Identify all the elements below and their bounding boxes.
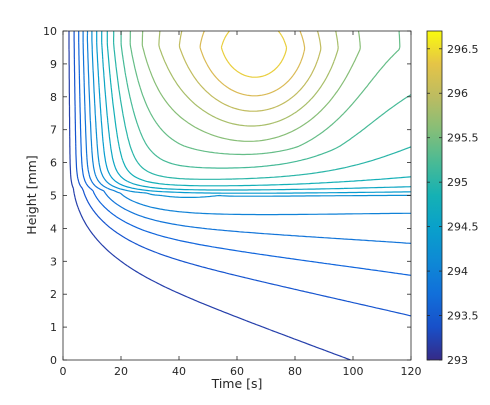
- contour-level-13: [158, 31, 339, 127]
- contour-level-4: [86, 31, 411, 216]
- y-tick-label: 4: [50, 222, 57, 235]
- contour-level-7: [101, 31, 411, 191]
- contour-level-11: [129, 31, 401, 156]
- contour-level-2: [78, 31, 411, 276]
- colorbar-tick-label: 295.5: [447, 132, 479, 145]
- contour-level-1: [73, 31, 411, 317]
- colorbar-tick-label: 293: [447, 354, 468, 367]
- colorbar: [426, 30, 443, 361]
- contour-level-12: [141, 31, 361, 142]
- contour-level-5: [91, 31, 411, 198]
- contour-level-9: [113, 31, 411, 180]
- contour-level-14: [178, 31, 322, 112]
- x-tick-label: 120: [401, 365, 422, 378]
- contour-level-6: [96, 31, 411, 194]
- y-tick-label: 9: [50, 58, 57, 71]
- x-tick-label: 100: [343, 365, 364, 378]
- y-tick-label: 8: [50, 91, 57, 104]
- colorbar-tick-label: 296.5: [447, 43, 479, 56]
- y-tick-label: 3: [50, 255, 57, 268]
- y-tick-label: 0: [50, 354, 57, 367]
- contour-lines: [68, 31, 411, 360]
- colorbar-tick-label: 293.5: [447, 310, 479, 323]
- y-tick-label: 6: [50, 157, 57, 170]
- x-tick-label: 20: [114, 365, 128, 378]
- x-tick-label: 60: [230, 365, 244, 378]
- y-tick-label: 1: [50, 321, 57, 334]
- colorbar-tick-label: 294: [447, 265, 468, 278]
- y-tick-label: 2: [50, 288, 57, 301]
- x-tick-label: 80: [288, 365, 302, 378]
- y-tick-label: 5: [50, 190, 57, 203]
- contour-level-0: [68, 31, 351, 360]
- colorbar-ticks: 293 293.5 294 294.5 295 295.5 296 296.5: [427, 43, 479, 367]
- y-tick-label: 7: [50, 124, 57, 137]
- contour-level-8: [106, 31, 411, 187]
- y-axis-ticks: 0 1 2 3 4 5 6 7 8 9 10: [43, 25, 411, 367]
- x-axis-ticks: 0 20 40 60 80 100 120: [60, 31, 422, 378]
- y-axis-label: Height [mm]: [24, 155, 39, 234]
- colorbar-tick-label: 295: [447, 176, 468, 189]
- contour-level-15: [199, 31, 306, 97]
- colorbar-tick-label: 294.5: [447, 221, 479, 234]
- contour-level-16: [220, 31, 288, 78]
- contour-level-3: [82, 31, 411, 244]
- colorbar-tick-label: 296: [447, 87, 468, 100]
- x-tick-label: 40: [172, 365, 186, 378]
- x-axis-label: Time [s]: [211, 376, 263, 391]
- x-tick-label: 0: [60, 365, 67, 378]
- y-tick-label: 10: [43, 25, 57, 38]
- contour-level-10: [120, 31, 411, 169]
